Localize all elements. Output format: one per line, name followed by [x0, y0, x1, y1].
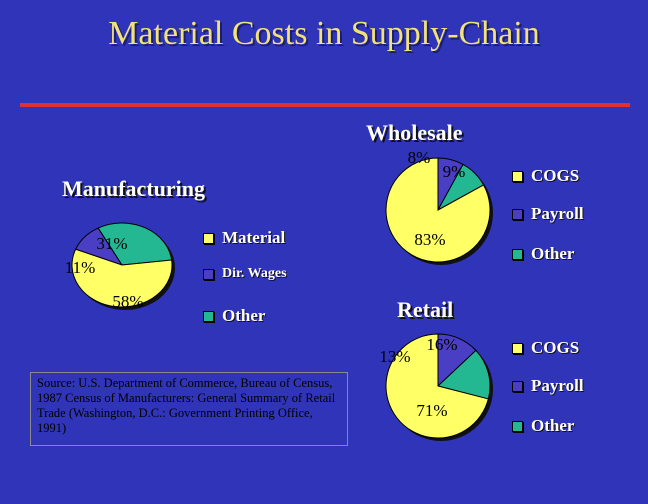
legend-swatch	[512, 342, 523, 354]
legend-label: COGS	[531, 338, 580, 357]
legend-swatch	[203, 268, 214, 280]
pie-data-label: 71%	[416, 401, 447, 420]
pie-slice-cogs	[385, 157, 491, 263]
page-title: Material Costs in Supply-Chain	[108, 15, 540, 52]
legend-swatch	[512, 380, 523, 392]
legend-swatch	[512, 420, 523, 432]
legend-item-dir-wages: Dir. Wages	[203, 266, 287, 282]
pie-data-label: 8%	[408, 148, 431, 167]
legend-item-cogs: COGS	[512, 166, 579, 186]
legend-swatch	[512, 248, 523, 260]
legend-swatch	[203, 232, 214, 244]
legend-item-payroll: Payroll	[512, 376, 584, 396]
legend-swatch	[512, 208, 523, 220]
legend-label: COGS	[531, 166, 580, 185]
pie-data-label: 16%	[426, 335, 457, 354]
legend-label: Other	[531, 416, 575, 435]
legend-item-payroll: Payroll	[512, 204, 584, 224]
wholesale-pie-chart: 83% 8% 9%	[385, 148, 493, 265]
pie-data-label: 31%	[96, 234, 127, 253]
title-divider	[20, 103, 630, 107]
pie-data-label: 58%	[112, 292, 143, 311]
legend-item-cogs: COGS	[512, 338, 579, 358]
legend-label: Material	[222, 228, 286, 247]
wholesale-chart-title: Wholesale	[366, 120, 463, 145]
pie-slice-other	[97, 222, 173, 266]
legend-label: Payroll	[531, 376, 584, 395]
pie-data-label: 13%	[379, 347, 410, 366]
pie-data-label: 83%	[414, 230, 445, 249]
legend-item-other: Other	[203, 306, 265, 326]
pie-data-label: 9%	[443, 162, 466, 181]
legend-label: Other	[531, 244, 575, 263]
legend-label: Other	[222, 306, 266, 325]
legend-swatch	[203, 310, 214, 322]
legend-label: Dir. Wages	[222, 266, 287, 281]
legend-label: Payroll	[531, 204, 584, 223]
manufacturing-chart-title: Manufacturing	[62, 176, 205, 201]
retail-pie-chart: 71% 13% 16%	[379, 333, 493, 441]
pie-slice-material	[71, 248, 173, 308]
legend-item-other: Other	[512, 244, 574, 264]
manufacturing-pie-chart: 58% 11%31%	[65, 222, 175, 311]
legend-swatch	[512, 170, 523, 182]
pie-slice-other	[436, 349, 491, 400]
retail-chart-title: Retail	[397, 297, 454, 322]
source-note: Source: U.S. Department of Commerce, Bur…	[30, 372, 348, 446]
pie-slice-cogs	[385, 333, 489, 439]
legend-item-other: Other	[512, 416, 574, 436]
legend-item-material: Material	[203, 228, 285, 248]
pie-data-label: 11%	[65, 258, 96, 277]
